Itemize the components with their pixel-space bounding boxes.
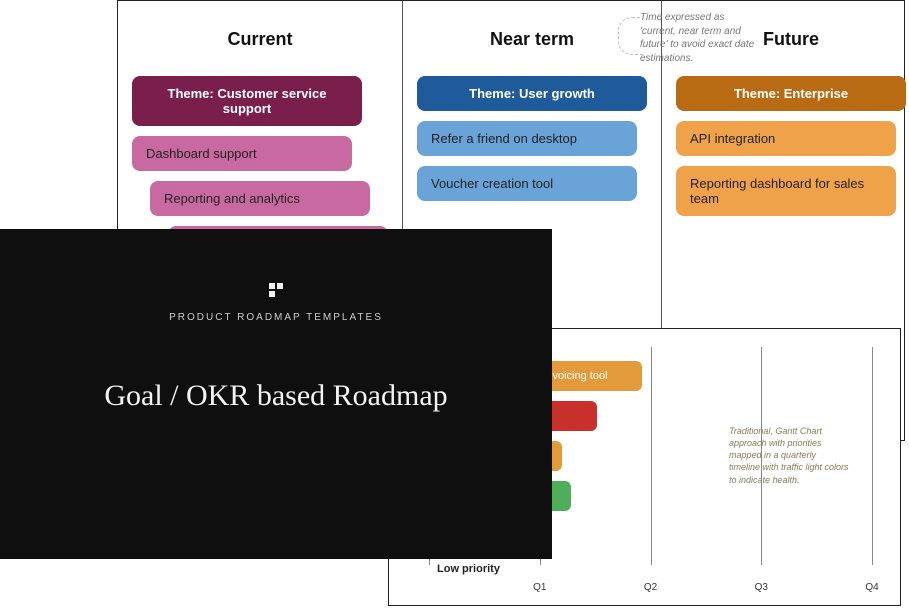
gantt-quarter-label: Q4	[865, 582, 878, 593]
logo-icon	[36, 283, 516, 302]
theme-pill: Theme: Enterprise	[676, 76, 906, 111]
dark-title: Goal / OKR based Roadmap	[36, 379, 516, 413]
annotation-callout: Traditional, Gantt Chart approach with p…	[729, 425, 849, 486]
gantt-quarter-label: Q2	[644, 582, 657, 593]
roadmap-item: Reporting dashboard for sales team	[676, 166, 896, 216]
theme-pill: Theme: User growth	[417, 76, 647, 111]
theme-pill: Theme: Customer service support	[132, 76, 362, 126]
dark-subtitle: PRODUCT ROADMAP TEMPLATES	[36, 312, 516, 323]
roadmap-item: Dashboard support	[132, 136, 352, 171]
roadmap-item: API integration	[676, 121, 896, 156]
gantt-gridline	[651, 347, 652, 565]
roadmap-item: Voucher creation tool	[417, 166, 637, 201]
gantt-gridline	[872, 347, 873, 565]
gantt-quarter-label: Q3	[755, 582, 768, 593]
gantt-quarter-label: Q1	[533, 582, 546, 593]
dark-title-slide: PRODUCT ROADMAP TEMPLATES Goal / OKR bas…	[0, 229, 552, 559]
gantt-priority-label: Low priority	[437, 563, 500, 575]
annotation-callout: Time expressed as 'current, near term an…	[640, 11, 760, 65]
roadmap-item: Reporting and analytics	[150, 181, 370, 216]
col-header: Current	[132, 11, 388, 76]
roadmap-item: Refer a friend on desktop	[417, 121, 637, 156]
col-header: Near term	[417, 11, 647, 76]
